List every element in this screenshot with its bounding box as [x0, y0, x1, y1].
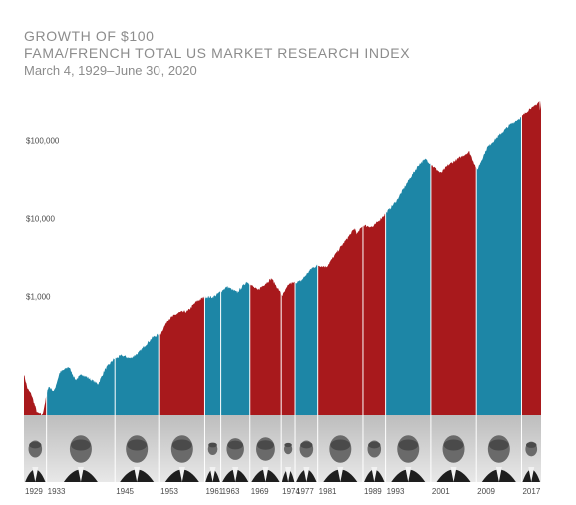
year-label: 1977 [296, 487, 314, 496]
president-portrait [222, 438, 249, 482]
president-portrait [522, 441, 541, 482]
chart-title: GROWTH OF $100 [24, 28, 155, 44]
year-label: 1969 [251, 487, 269, 496]
term-area [204, 291, 221, 415]
term-area [220, 281, 250, 415]
term-area [521, 100, 541, 416]
y-tick-label: $100,000 [26, 137, 60, 146]
term-area [115, 333, 160, 415]
year-label: 1945 [116, 487, 134, 496]
president-portrait [391, 435, 426, 482]
president-portrait [281, 442, 295, 482]
chart-period: March 4, 1929–June 30, 2020 [24, 63, 197, 78]
president-portrait [120, 435, 155, 482]
term-area [281, 281, 296, 415]
term-area [385, 158, 431, 415]
year-label: 2009 [477, 487, 495, 496]
year-label: 1993 [387, 487, 405, 496]
year-label: 1974 [282, 487, 300, 496]
year-label: 2001 [432, 487, 450, 496]
president-portrait [251, 437, 280, 482]
year-label: 1989 [364, 487, 382, 496]
term-area [317, 225, 363, 415]
term-area [159, 296, 205, 415]
year-label: 1961 [205, 487, 223, 496]
president-portrait [364, 440, 385, 482]
president-portrait [205, 442, 220, 482]
year-label: 1953 [160, 487, 178, 496]
year-label: 1981 [319, 487, 337, 496]
term-area [476, 116, 522, 415]
president-portrait [296, 440, 317, 482]
president-portrait [436, 435, 471, 482]
term-area [362, 213, 386, 415]
year-label: 1933 [48, 487, 66, 496]
year-label: 2017 [522, 487, 540, 496]
chart-titles: GROWTH OF $100 FAMA/FRENCH TOTAL US MARK… [24, 28, 564, 79]
year-label: 1963 [222, 487, 240, 496]
chart-subtitle: FAMA/FRENCH TOTAL US MARKET RESEARCH IND… [24, 45, 411, 61]
president-portrait [25, 440, 46, 482]
president-portrait [63, 435, 98, 482]
president-portrait [164, 435, 199, 482]
y-tick-label: $10,000 [26, 214, 55, 223]
term-area [249, 278, 282, 415]
president-portrait [323, 435, 358, 482]
president-portrait [481, 435, 516, 482]
term-area [24, 374, 47, 416]
term-area [295, 264, 318, 415]
y-tick-label: $1,000 [26, 292, 51, 301]
term-area [46, 358, 116, 415]
year-label: 1929 [25, 487, 43, 496]
term-area [430, 151, 477, 416]
